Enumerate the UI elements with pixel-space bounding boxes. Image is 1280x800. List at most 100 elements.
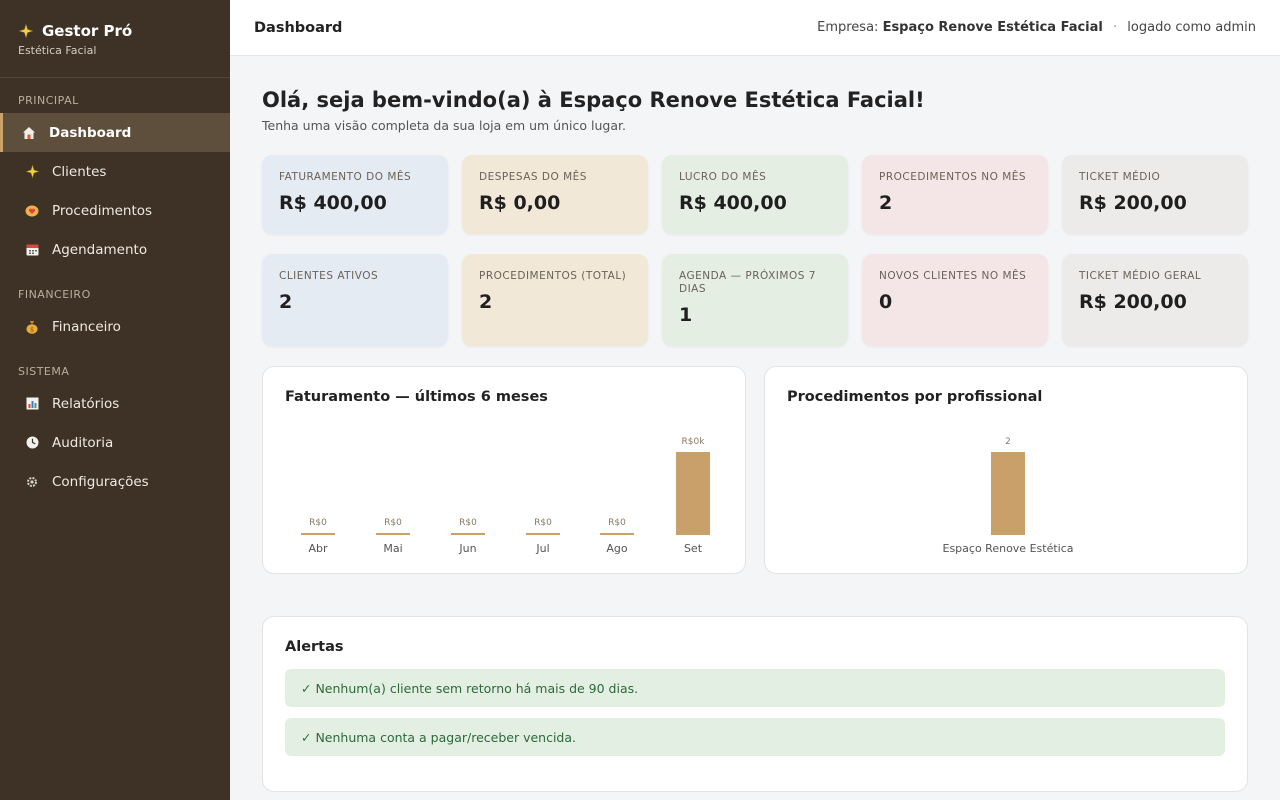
gear-icon xyxy=(25,475,39,489)
chart-data-label: R$0 xyxy=(384,518,402,528)
app-subtitle: Estética Facial xyxy=(18,44,97,57)
alert-item: ✓ Nenhum(a) cliente sem retorno há mais … xyxy=(285,669,1225,707)
sidebar-item-procedimentos[interactable]: Procedimentos xyxy=(0,191,230,230)
company-name: Espaço Renove Estética Facial xyxy=(882,20,1103,35)
chart-bar xyxy=(600,533,634,535)
kpi-card-novos-clientes: NOVOS CLIENTES NO MÊS 0 xyxy=(862,254,1048,346)
sidebar-item-label: Agendamento xyxy=(52,241,148,258)
chart-data-label: R$0 xyxy=(534,518,552,528)
kpi-card-ticket-medio-geral: TICKET MÉDIO GERAL R$ 200,00 xyxy=(1062,254,1248,346)
kpi-card-agenda-7-dias: AGENDA — PRÓXIMOS 7 DIAS 1 xyxy=(662,254,848,346)
kpi-value: 0 xyxy=(879,291,893,313)
kpi-label: PROCEDIMENTOS NO MÊS xyxy=(879,171,1027,183)
sidebar-item-clientes[interactable]: Clientes xyxy=(0,152,230,191)
sidebar-item-financeiro[interactable]: $ Financeiro xyxy=(0,307,230,346)
kpi-value: R$ 400,00 xyxy=(279,192,387,214)
chart-category-label: Espaço Renove Estética xyxy=(943,542,1074,555)
user-status: logado como admin xyxy=(1127,20,1256,35)
chart-bar xyxy=(376,533,410,535)
kpi-value: 1 xyxy=(679,304,693,326)
chart-category-label: Jul xyxy=(535,542,549,555)
section-label-sistema: SISTEMA xyxy=(18,365,70,378)
chart-data-label: R$0k xyxy=(682,437,706,447)
chart-title: Procedimentos por profissional xyxy=(787,389,1043,405)
sidebar-item-label: Financeiro xyxy=(52,318,121,335)
chart-category-label: Ago xyxy=(606,542,628,555)
chart-bar xyxy=(676,452,710,535)
sidebar-item-configuracoes[interactable]: Configurações xyxy=(0,462,230,501)
sidebar-item-dashboard[interactable]: Dashboard xyxy=(0,113,230,152)
page-title: Dashboard xyxy=(254,19,343,36)
chart-bar xyxy=(526,533,560,535)
revenue-bar-chart: R$0 Abr R$0 Mai R$0 Jun R$0 Jul R$0 Ago R$0k Set xyxy=(301,437,710,555)
kpi-label: DESPESAS DO MÊS xyxy=(479,171,587,183)
chart-category-label: Set xyxy=(684,542,703,555)
app-title[interactable]: Gestor Pró xyxy=(18,22,212,40)
kpi-label: TICKET MÉDIO GERAL xyxy=(1079,270,1202,282)
kpi-row-month: FATURAMENTO DO MÊS R$ 400,00 DESPESAS DO… xyxy=(262,155,1248,234)
kpi-label: FATURAMENTO DO MÊS xyxy=(279,171,412,183)
kpi-label: NOVOS CLIENTES NO MÊS xyxy=(879,270,1027,282)
chart-data-label: R$0 xyxy=(459,518,477,528)
welcome-subtitle: Tenha uma visão completa da sua loja em … xyxy=(262,118,626,133)
kpi-card-ticket-medio: TICKET MÉDIO R$ 200,00 xyxy=(1062,155,1248,234)
chart-data-label: R$0 xyxy=(608,518,626,528)
sidebar: Gestor Pró Estética Facial PRINCIPAL Das… xyxy=(0,0,230,800)
kpi-value: R$ 200,00 xyxy=(1079,192,1187,214)
chart-bar xyxy=(301,533,335,535)
alert-text: ✓ Nenhum(a) cliente sem retorno há mais … xyxy=(301,680,639,696)
welcome-title: Olá, seja bem-vindo(a) à Espaço Renove E… xyxy=(262,88,925,112)
calendar-icon xyxy=(25,243,39,257)
chart-card-faturamento: Faturamento — últimos 6 meses R$0 Abr R$0 M… xyxy=(262,366,746,574)
sidebar-item-label: Clientes xyxy=(52,163,107,180)
app-name: Gestor Pró xyxy=(42,22,133,40)
sidebar-item-label: Auditoria xyxy=(52,434,114,451)
alert-item: ✓ Nenhuma conta a pagar/receber vencida. xyxy=(285,718,1225,756)
sparkle-logo-icon xyxy=(18,23,34,39)
brand: Gestor Pró Estética Facial xyxy=(0,0,230,78)
alerts-card: Alertas ✓ Nenhum(a) cliente sem retorno … xyxy=(262,616,1248,792)
sidebar-item-auditoria[interactable]: Auditoria xyxy=(0,423,230,462)
kpi-label: LUCRO DO MÊS xyxy=(679,171,767,183)
kpi-value: 2 xyxy=(479,291,493,313)
sidebar-item-relatorios[interactable]: Relatórios xyxy=(0,384,230,423)
procedures-bar-chart: 2 Espaço Renove Estética xyxy=(943,437,1074,555)
chart-category-label: Abr xyxy=(308,542,328,555)
kpi-label: CLIENTES ATIVOS xyxy=(279,270,379,282)
chart-category-label: Jun xyxy=(458,542,476,555)
sidebar-item-agendamento[interactable]: Agendamento xyxy=(0,230,230,269)
money-bag-icon: $ xyxy=(25,320,39,334)
sidebar-item-label: Dashboard xyxy=(49,124,132,141)
kpi-value: 2 xyxy=(279,291,293,313)
chart-title: Faturamento — últimos 6 meses xyxy=(285,389,548,405)
sidebar-item-label: Relatórios xyxy=(52,395,120,412)
chart-card-procedimentos: Procedimentos por profissional 2 Espaço R… xyxy=(764,366,1248,574)
section-label-financeiro: FINANCEIRO xyxy=(18,288,91,301)
kpi-label: AGENDA — PRÓXIMOS 7 DIAS xyxy=(679,270,816,295)
header-separator: · xyxy=(1113,20,1118,35)
kpi-label: TICKET MÉDIO xyxy=(1079,171,1161,183)
kpi-card-procedimentos-total: PROCEDIMENTOS (TOTAL) 2 xyxy=(462,254,648,346)
section-label-principal: PRINCIPAL xyxy=(18,94,79,107)
chart-category-label: Mai xyxy=(383,542,402,555)
kpi-value: R$ 200,00 xyxy=(1079,291,1187,313)
kpi-row-general: CLIENTES ATIVOS 2 PROCEDIMENTOS (TOTAL) … xyxy=(262,254,1248,346)
sparkle-icon xyxy=(25,165,39,179)
chart-bar xyxy=(991,452,1025,535)
sidebar-item-label: Configurações xyxy=(52,473,149,490)
top-header: Dashboard Empresa: Espaço Renove Estétic… xyxy=(230,0,1280,56)
chart-bar xyxy=(451,533,485,535)
bar-chart-icon xyxy=(25,397,39,411)
kpi-card-lucro: LUCRO DO MÊS R$ 400,00 xyxy=(662,155,848,234)
alerts-title: Alertas xyxy=(285,639,344,655)
kpi-value: R$ 400,00 xyxy=(679,192,787,214)
heart-hands-icon xyxy=(25,204,39,218)
chart-data-label: R$0 xyxy=(309,518,327,528)
sidebar-item-label: Procedimentos xyxy=(52,202,153,219)
kpi-card-faturamento: FATURAMENTO DO MÊS R$ 400,00 xyxy=(262,155,448,234)
kpi-value: R$ 0,00 xyxy=(479,192,561,214)
main-content: Olá, seja bem-vindo(a) à Espaço Renove E… xyxy=(262,56,1248,792)
company-label: Empresa: xyxy=(817,20,879,35)
kpi-card-despesas: DESPESAS DO MÊS R$ 0,00 xyxy=(462,155,648,234)
chart-data-label: 2 xyxy=(1005,437,1011,447)
